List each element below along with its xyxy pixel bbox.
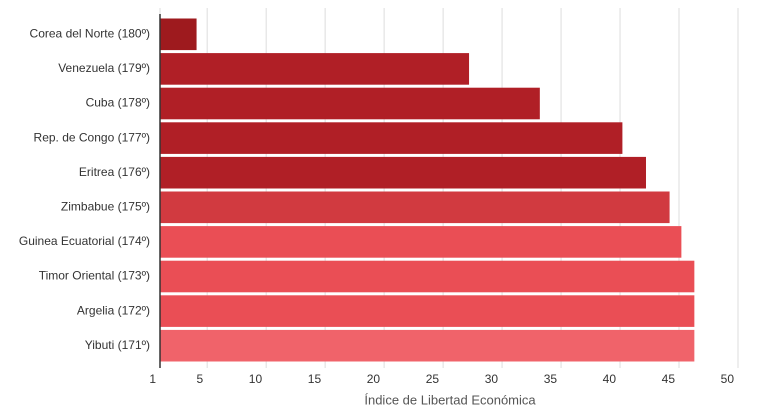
bar: [160, 53, 470, 85]
bar: [160, 226, 682, 258]
bar: [160, 329, 695, 362]
y-tick-label: Corea del Norte (180º): [30, 26, 150, 40]
bar: [160, 156, 646, 189]
x-tick-label: 50: [721, 372, 735, 386]
y-tick-label: Timor Oriental (173º): [39, 269, 150, 283]
x-tick-label: 10: [249, 372, 263, 386]
x-tick-label: 40: [603, 372, 617, 386]
bar: [160, 191, 670, 224]
x-tick-label: 45: [662, 372, 676, 386]
y-tick-label: Cuba (178º): [86, 96, 150, 110]
y-tick-label: Argelia (172º): [77, 303, 150, 317]
x-tick-label: 15: [308, 372, 322, 386]
x-tick-label: 1: [149, 372, 156, 386]
y-tick-label: Rep. de Congo (177º): [34, 130, 150, 144]
bar: [160, 18, 197, 51]
y-tick-label: Guinea Ecuatorial (174º): [19, 234, 150, 248]
x-axis-label: Índice de Libertad Económica: [364, 392, 536, 407]
y-tick-label: Yibuti (171º): [85, 338, 150, 352]
bar: [160, 87, 540, 120]
x-tick-label: 5: [196, 372, 203, 386]
x-tick-label: 35: [544, 372, 558, 386]
y-tick-label: Eritrea (176º): [79, 165, 150, 179]
x-tick-label: 25: [426, 372, 440, 386]
y-tick-label: Venezuela (179º): [58, 61, 150, 75]
x-tick-label: 30: [485, 372, 499, 386]
x-tick-label: 20: [367, 372, 381, 386]
bar: [160, 260, 695, 293]
y-tick-label: Zimbabue (175º): [61, 199, 150, 213]
bar: [160, 295, 695, 327]
bar: [160, 122, 623, 154]
